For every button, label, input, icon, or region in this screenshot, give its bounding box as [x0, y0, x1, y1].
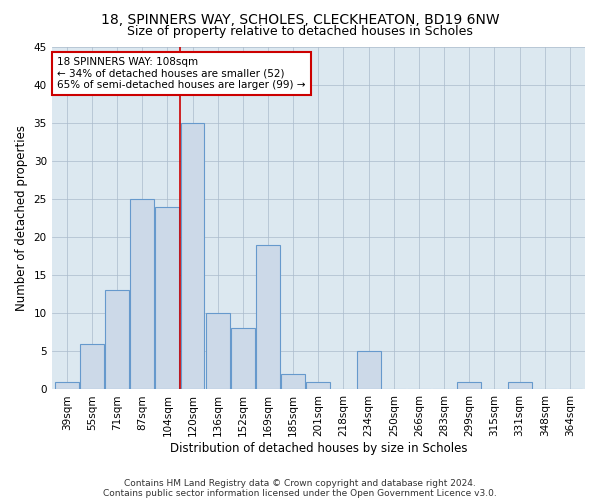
Bar [231, 328, 255, 390]
Bar [155, 206, 179, 390]
Bar [307, 382, 330, 390]
Bar [508, 382, 532, 390]
Bar [356, 352, 380, 390]
Bar [55, 382, 79, 390]
Bar [457, 382, 481, 390]
Text: Contains public sector information licensed under the Open Government Licence v3: Contains public sector information licen… [103, 488, 497, 498]
Bar [105, 290, 129, 390]
Bar [256, 244, 280, 390]
Text: 18 SPINNERS WAY: 108sqm
← 34% of detached houses are smaller (52)
65% of semi-de: 18 SPINNERS WAY: 108sqm ← 34% of detache… [57, 57, 305, 90]
Bar [281, 374, 305, 390]
Text: 18, SPINNERS WAY, SCHOLES, CLECKHEATON, BD19 6NW: 18, SPINNERS WAY, SCHOLES, CLECKHEATON, … [101, 12, 499, 26]
Text: Contains HM Land Registry data © Crown copyright and database right 2024.: Contains HM Land Registry data © Crown c… [124, 478, 476, 488]
X-axis label: Distribution of detached houses by size in Scholes: Distribution of detached houses by size … [170, 442, 467, 455]
Text: Size of property relative to detached houses in Scholes: Size of property relative to detached ho… [127, 25, 473, 38]
Bar [80, 344, 104, 390]
Bar [130, 199, 154, 390]
Bar [206, 313, 230, 390]
Y-axis label: Number of detached properties: Number of detached properties [15, 125, 28, 311]
Bar [181, 122, 205, 390]
